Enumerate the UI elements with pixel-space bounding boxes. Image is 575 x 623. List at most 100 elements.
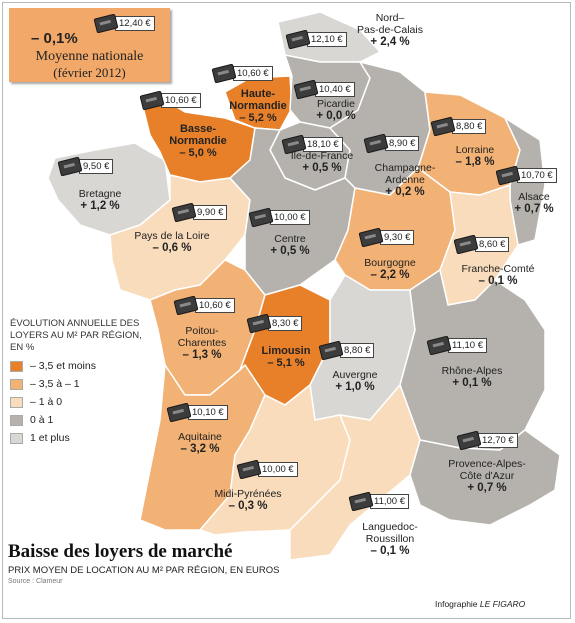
- price-tag-ile-de-france: 18,10 €: [281, 134, 343, 155]
- region-change: – 1,8 %: [455, 156, 495, 168]
- price-tag-centre: 10,00 €: [248, 207, 310, 228]
- region-name-line: Pas-de-Calais: [357, 24, 423, 36]
- region-price: 8,80 €: [340, 343, 375, 358]
- region-change: – 5,1 %: [267, 357, 305, 369]
- region-label-aquitaine: Aquitaine – 3,2 %: [140, 431, 260, 455]
- price-tag-languedoc-roussillon: 11,00 €: [348, 491, 409, 512]
- region-name-line: Côte d'Azur: [459, 470, 515, 482]
- legend-label: 1 et plus: [30, 432, 70, 444]
- region-price: 12,10 €: [307, 32, 347, 47]
- region-name-line: Picardie: [317, 98, 355, 110]
- region-name-line: Aquitaine: [178, 431, 222, 443]
- region-label-auvergne: Auvergne + 1,0 %: [295, 369, 415, 393]
- legend-item: – 1 à 0: [10, 393, 150, 411]
- legend-label: – 3,5 et moins: [30, 360, 96, 372]
- legend-label: – 1 à 0: [30, 396, 63, 408]
- region-change: + 1,0 %: [335, 381, 375, 393]
- legend-swatch: [10, 360, 23, 372]
- region-name-line: Roussillon: [365, 533, 415, 545]
- region-label-limousin: Limousin – 5,1 %: [226, 345, 346, 369]
- region-label-languedoc-roussillon: Languedoc- Roussillon – 0,1 %: [330, 521, 450, 557]
- region-change: + 0,7 %: [514, 203, 554, 215]
- region-name-line: Rhône-Alpes: [441, 365, 503, 377]
- region-name-line: Haute-: [240, 88, 276, 100]
- legend: ÉVOLUTION ANNUELLE DES LOYERS AU M² PAR …: [10, 318, 150, 447]
- region-label-champagne-ardenne: Champagne- Ardenne + 0,2 %: [345, 162, 465, 198]
- price-tag-aquitaine: 10,10 €: [166, 402, 228, 423]
- region-price: 8,60 €: [475, 237, 510, 252]
- legend-label: 0 à 1: [30, 414, 54, 426]
- legend-title: ÉVOLUTION ANNUELLE DES LOYERS AU M² PAR …: [10, 318, 142, 353]
- region-price: 18,10 €: [303, 137, 343, 152]
- title-block: Baisse des loyers de marché PRIX MOYEN D…: [8, 542, 308, 586]
- region-name-line: Nord–: [375, 12, 405, 24]
- region-name-line: Franche-Comté: [461, 263, 535, 275]
- region-name-line: Basse-: [179, 123, 217, 135]
- region-label-franche-comte: Franche-Comté – 0,1 %: [438, 263, 558, 287]
- price-tag-lorraine: 8,80 €: [430, 116, 487, 137]
- region-price: 10,00 €: [258, 462, 298, 477]
- price-tag-basse-normandie: 10,60 €: [139, 90, 201, 111]
- price-tag-picardie: 10,40 €: [293, 79, 355, 100]
- legend-item: 1 et plus: [10, 429, 150, 447]
- national-price: 12,40 €: [115, 16, 155, 31]
- region-label-rhone-alpes: Rhône-Alpes + 0,1 %: [412, 365, 532, 389]
- region-name-line: Pays de la Loire: [134, 230, 210, 242]
- region-price: 10,60 €: [195, 298, 235, 313]
- price-tag-champagne-ardenne: 8,90 €: [363, 133, 420, 154]
- region-price: 10,40 €: [315, 82, 355, 97]
- price-tag-provence-alpes-cote-dazur: 12,70 €: [456, 430, 518, 451]
- region-label-centre: Centre + 0,5 %: [230, 233, 350, 257]
- price-tag-haute-normandie: 10,60 €: [211, 63, 273, 84]
- region-label-lorraine: Lorraine – 1,8 %: [415, 144, 535, 168]
- legend-item: 0 à 1: [10, 411, 150, 429]
- region-languedoc-roussillon[interactable]: [289, 384, 421, 561]
- region-name-line: Provence-Alpes-: [448, 458, 526, 470]
- region-name-line: Île-de-France: [290, 150, 354, 162]
- region-name-line: Charentes: [177, 337, 227, 349]
- region-price: 10,10 €: [188, 405, 228, 420]
- region-label-bourgogne: Bourgogne – 2,2 %: [330, 257, 450, 281]
- region-name-line: Alsace: [518, 191, 550, 203]
- price-tag-rhone-alpes: 11,10 €: [426, 335, 487, 356]
- legend-swatch: [10, 378, 23, 390]
- region-price: 10,60 €: [161, 93, 201, 108]
- region-label-haute-normandie: Haute- Normandie – 5,2 %: [198, 88, 318, 124]
- region-change: + 0,5 %: [270, 245, 310, 257]
- region-change: – 2,2 %: [370, 269, 410, 281]
- legend-swatch: [10, 396, 23, 408]
- region-provence-alpes-cote-dazur[interactable]: [409, 429, 561, 526]
- region-name-line: Normandie: [229, 100, 287, 112]
- region-price: 9,30 €: [380, 230, 415, 245]
- region-change: – 5,0 %: [179, 147, 217, 159]
- region-label-pays-de-la-loire: Pays de la Loire – 0,6 %: [112, 230, 232, 254]
- region-change: + 0,5 %: [302, 162, 342, 174]
- region-label-basse-normandie: Basse- Normandie – 5,0 %: [138, 123, 258, 159]
- region-price: 10,70 €: [517, 168, 557, 183]
- region-price: 9,50 €: [79, 159, 114, 174]
- region-name-line: Lorraine: [455, 144, 495, 156]
- national-date: (février 2012): [53, 65, 126, 80]
- region-price: 10,60 €: [233, 66, 273, 81]
- region-label-provence-alpes-cote-dazur: Provence-Alpes- Côte d'Azur + 0,7 %: [427, 458, 547, 494]
- region-name-line: Poitou-: [185, 325, 219, 337]
- region-name-line: Normandie: [169, 135, 227, 147]
- region-label-nord-pas-de-calais: Nord– Pas-de-Calais + 2,4 %: [330, 12, 450, 48]
- region-name-line: Bourgogne: [364, 257, 416, 269]
- price-tag-limousin: 8,30 €: [246, 313, 303, 334]
- region-change: – 0,6 %: [152, 242, 192, 254]
- region-change: + 1,2 %: [80, 200, 120, 212]
- map-subtitle: PRIX MOYEN DE LOCATION AU M² PAR RÉGION,…: [8, 565, 280, 576]
- price-tag-poitou-charentes: 10,60 €: [173, 295, 235, 316]
- price-tag-auvergne: 8,80 €: [318, 340, 375, 361]
- region-name-line: Champagne-: [374, 162, 436, 174]
- price-tag-bourgogne: 9,30 €: [358, 227, 415, 248]
- national-label: Moyenne nationale: [35, 49, 144, 64]
- region-change: – 1,3 %: [182, 349, 222, 361]
- region-change: – 0,1 %: [370, 545, 410, 557]
- national-price-tag: 12,40 €: [93, 13, 155, 34]
- region-price: 8,90 €: [385, 136, 420, 151]
- region-price: 11,10 €: [448, 338, 487, 353]
- region-label-midi-pyrenees: Midi-Pyrénées – 0,3 %: [188, 488, 308, 512]
- region-label-ile-de-france: Île-de-France + 0,5 %: [262, 150, 382, 174]
